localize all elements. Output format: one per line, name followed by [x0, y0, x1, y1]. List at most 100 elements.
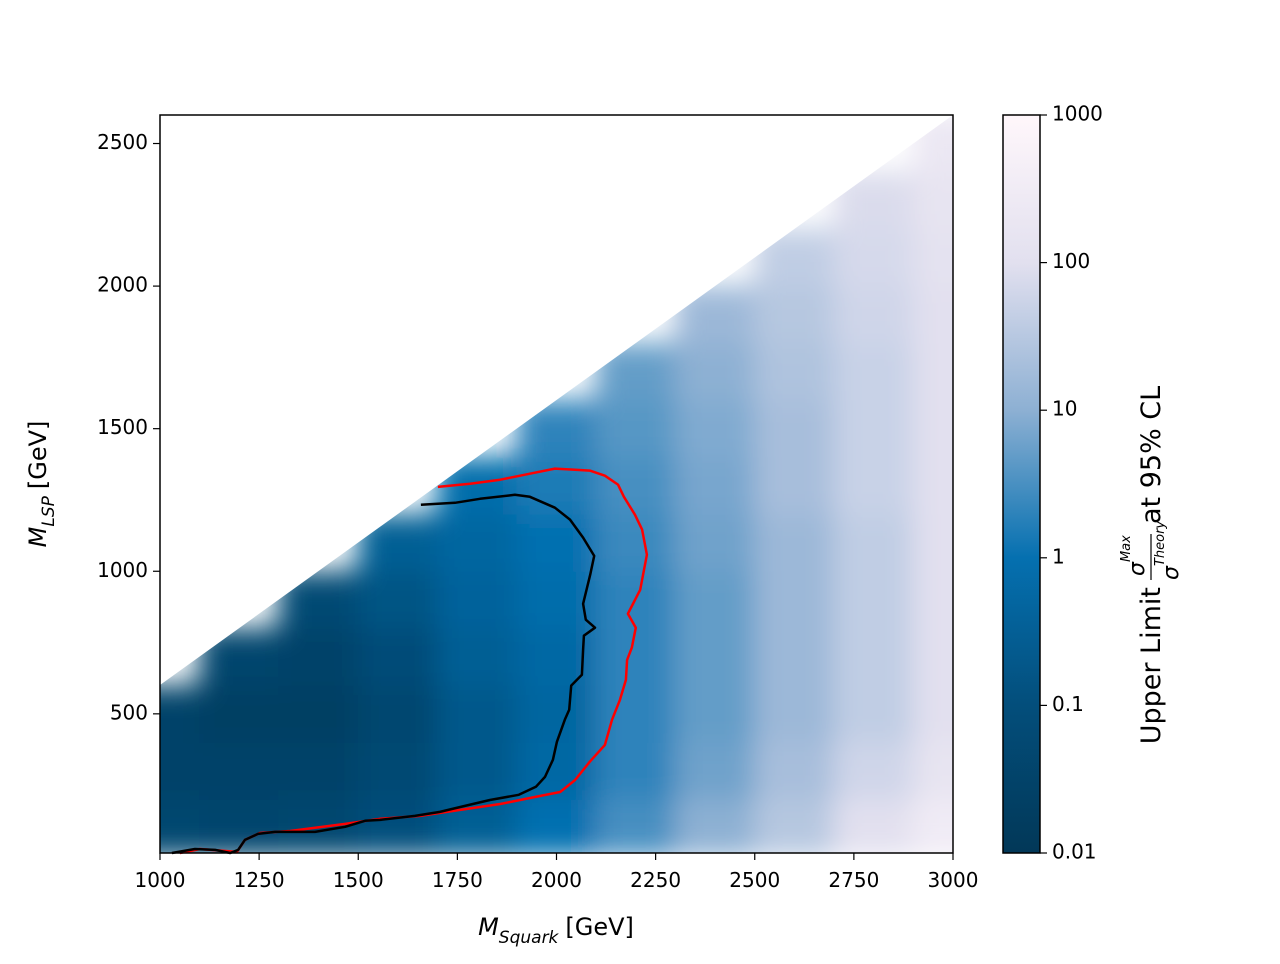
heat-cell	[437, 741, 518, 800]
x-axis-label: MSquark [GeV]	[478, 913, 634, 948]
heat-cell	[674, 684, 756, 743]
heat-cell	[833, 684, 914, 743]
heat-cell	[674, 399, 756, 458]
heat-cell	[674, 456, 756, 515]
x-tick-label: 1250	[234, 868, 285, 892]
heat-cell	[516, 399, 597, 458]
heat-cell	[674, 285, 756, 344]
heat-cell	[912, 228, 953, 287]
y-tick-label: 1000	[97, 558, 148, 582]
heat-cell	[595, 399, 676, 458]
heat-cell	[160, 684, 201, 743]
heat-cell	[357, 741, 439, 800]
heat-cell	[674, 570, 756, 629]
y-tick-label: 2500	[97, 130, 148, 154]
heat-cell	[833, 570, 914, 629]
colorbar-label-text: at 95% CL	[1136, 386, 1167, 524]
heat-cell	[754, 228, 835, 287]
heat-cell	[833, 342, 914, 401]
heat-cell	[833, 741, 914, 800]
y-tick-label: 500	[110, 700, 148, 724]
heat-cell	[595, 741, 676, 800]
contour-line	[179, 467, 649, 855]
colorbar	[1002, 114, 1041, 854]
heat-cell	[516, 513, 597, 572]
x-tick-label: 1500	[333, 868, 384, 892]
heat-cell	[357, 684, 439, 743]
colorbar-label-text: Upper Limit	[1136, 587, 1167, 744]
heat-cell	[754, 627, 835, 686]
heat-cell	[754, 456, 835, 515]
x-tick-label: 2000	[531, 868, 582, 892]
heat-cell	[278, 741, 359, 800]
heat-cell	[912, 627, 953, 686]
heat-cell	[516, 456, 597, 515]
heat-cell	[160, 798, 201, 853]
denominator: σTheory	[1153, 521, 1184, 580]
heat-cell	[754, 285, 835, 344]
heat-cell	[833, 285, 914, 344]
heat-cell	[516, 798, 597, 853]
heat-cell	[437, 513, 518, 572]
heat-cell	[357, 570, 439, 629]
heat-cell	[754, 798, 835, 853]
heat-cell	[754, 570, 835, 629]
y-tick-label: 2000	[97, 273, 148, 297]
heat-cell	[912, 741, 953, 800]
heat-cell	[754, 513, 835, 572]
heat-cell	[833, 627, 914, 686]
heat-cell	[833, 798, 914, 853]
x-tick-label: 1750	[432, 868, 483, 892]
heat-cell	[833, 228, 914, 287]
x-tick-label: 1000	[135, 868, 186, 892]
contour-line	[171, 493, 597, 855]
heat-cell	[833, 399, 914, 458]
heat-cell	[754, 342, 835, 401]
y-tick-label: 1500	[97, 415, 148, 439]
x-tick-label: 2250	[630, 868, 681, 892]
heat-cell	[674, 798, 756, 853]
heat-cell	[357, 798, 439, 853]
heat-cell	[595, 798, 676, 853]
heat-cell	[278, 570, 359, 629]
colorbar-tick-label: 1	[1052, 544, 1065, 568]
heat-cell	[437, 570, 518, 629]
heatmap	[160, 115, 953, 853]
heat-cell	[912, 798, 953, 853]
heat-cell	[754, 741, 835, 800]
heat-cell	[833, 456, 914, 515]
heat-cell	[199, 627, 280, 686]
heat-cell	[437, 627, 518, 686]
heat-cell	[278, 684, 359, 743]
colorbar-tick-label: 100	[1052, 249, 1090, 273]
heat-cell	[912, 684, 953, 743]
heat-cell	[912, 513, 953, 572]
heat-cell	[595, 342, 676, 401]
numerator: σMax	[1119, 535, 1150, 576]
heat-cell	[674, 627, 756, 686]
heat-cell	[199, 741, 280, 800]
heat-cell	[833, 171, 914, 230]
colorbar-tick-label: 10	[1052, 397, 1077, 421]
colorbar-tick-label: 1000	[1052, 102, 1103, 126]
heat-cell	[595, 456, 676, 515]
heat-cell	[595, 513, 676, 572]
heat-cell	[357, 627, 439, 686]
heat-cell	[199, 684, 280, 743]
heat-cell	[437, 684, 518, 743]
heat-cell	[912, 570, 953, 629]
heat-cell	[595, 627, 676, 686]
heat-cell	[160, 741, 201, 800]
x-tick-label: 2750	[828, 868, 879, 892]
heat-cell	[674, 513, 756, 572]
heat-cell	[674, 741, 756, 800]
heat-cell	[516, 684, 597, 743]
colorbar-tick-label: 0.01	[1052, 840, 1097, 864]
x-tick-label: 2500	[729, 868, 780, 892]
colorbar-tick-label: 0.1	[1052, 692, 1084, 716]
heat-cell	[278, 627, 359, 686]
heat-cell	[912, 285, 953, 344]
heat-cell	[754, 399, 835, 458]
heat-cell	[674, 342, 756, 401]
